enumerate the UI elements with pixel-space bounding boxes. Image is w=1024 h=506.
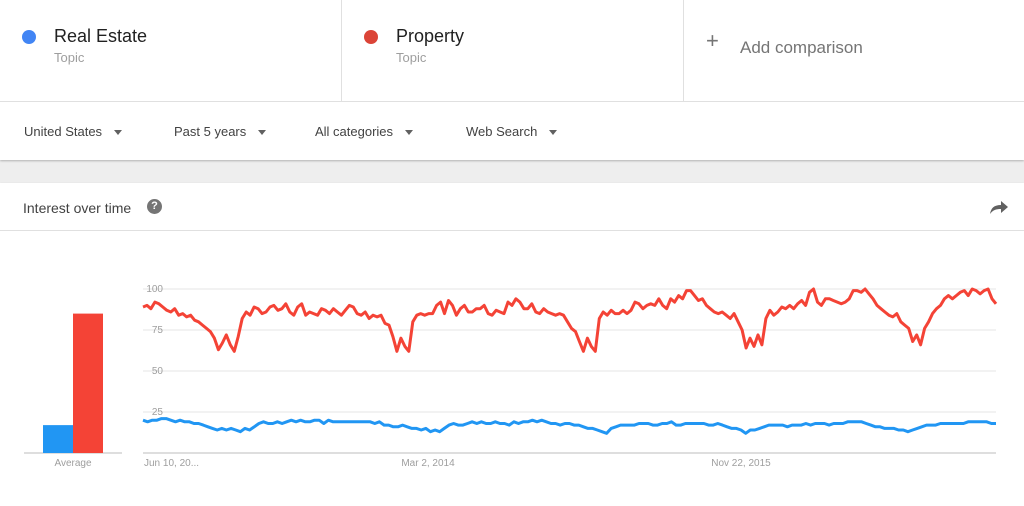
interest-chart: 25 50 75 100 Jun 10, 20... Mar 2, 2014 Nov 22,… xyxy=(24,284,998,469)
term-name: Real Estate xyxy=(54,26,148,46)
dropdown-caret-icon xyxy=(549,130,558,136)
term-property[interactable]: Property Topic xyxy=(342,0,684,102)
time-filter-label: Past 5 years xyxy=(174,124,247,139)
series-line-property xyxy=(142,287,998,353)
real-estate-color-dot xyxy=(22,30,36,44)
region-filter-label: United States xyxy=(24,124,103,139)
category-filter[interactable]: All categories xyxy=(315,124,414,139)
card-header: Interest over time ? xyxy=(0,183,1024,231)
x-tick-label: Nov 22, 2015 xyxy=(711,458,771,469)
filter-bar: United States Past 5 years All categorie… xyxy=(0,102,1024,160)
add-comparison-button[interactable]: + Add comparison xyxy=(684,0,1024,102)
y-tick-label: 50 xyxy=(152,366,164,377)
card-title: Interest over time xyxy=(23,200,132,216)
x-tick-label: Mar 2, 2014 xyxy=(401,458,455,469)
explore-header: Real Estate Topic Property Topic + Add c… xyxy=(0,0,1024,160)
dropdown-caret-icon xyxy=(258,130,267,136)
region-filter[interactable]: United States xyxy=(24,124,123,139)
average-bar-real-estate xyxy=(43,425,73,453)
term-type: Topic xyxy=(54,50,85,65)
dropdown-caret-icon xyxy=(114,130,123,136)
property-color-dot xyxy=(364,30,378,44)
average-label: Average xyxy=(54,458,92,469)
x-tick-label: Jun 10, 20... xyxy=(144,458,199,469)
series-line-real-estate xyxy=(142,417,996,435)
search-type-filter[interactable]: Web Search xyxy=(466,124,558,139)
y-tick-label: 75 xyxy=(152,325,164,336)
y-tick-label: 100 xyxy=(146,284,163,295)
interest-over-time-card: Interest over time ? 25 50 75 100 Jun 10, 20… xyxy=(0,183,1024,506)
plus-icon: + xyxy=(706,28,719,53)
help-icon[interactable]: ? xyxy=(147,199,162,214)
category-filter-label: All categories xyxy=(315,124,394,139)
term-name: Property xyxy=(396,26,465,46)
term-type: Topic xyxy=(396,50,427,65)
share-icon[interactable] xyxy=(988,198,1010,216)
time-filter[interactable]: Past 5 years xyxy=(174,124,267,139)
term-real-estate[interactable]: Real Estate Topic xyxy=(0,0,342,102)
dropdown-caret-icon xyxy=(405,130,414,136)
average-bar-property xyxy=(73,313,103,453)
comparison-terms: Real Estate Topic Property Topic + Add c… xyxy=(0,0,1024,102)
search-type-filter-label: Web Search xyxy=(466,124,538,139)
y-tick-label: 25 xyxy=(152,407,164,418)
add-comparison-label: Add comparison xyxy=(740,38,863,57)
